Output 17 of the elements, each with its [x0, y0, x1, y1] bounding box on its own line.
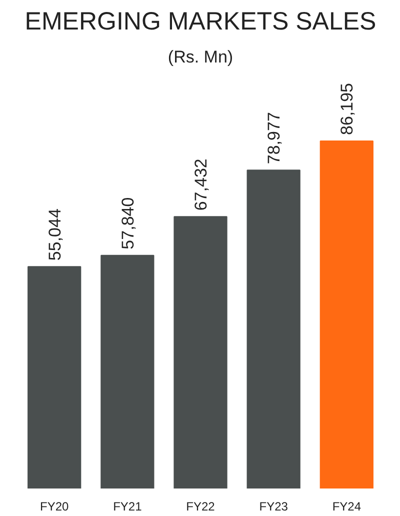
data-label: 55,044: [45, 208, 64, 261]
x-tick-label: FY24: [332, 500, 362, 514]
data-label: 57,840: [118, 197, 138, 250]
bar: [246, 170, 300, 488]
chart-subtitle: (Rs. Mn): [168, 48, 234, 66]
data-label: 86,195: [338, 83, 357, 135]
x-tick-label: FY23: [259, 500, 288, 514]
chart-title: EMERGING MARKETS SALES: [24, 8, 376, 36]
data-label: 78,977: [264, 112, 284, 164]
x-tick-label: FY20: [40, 500, 70, 514]
bar: [28, 266, 82, 488]
x-tick-label: FY22: [186, 500, 216, 514]
data-label: 67,432: [192, 158, 210, 211]
bar: [174, 216, 228, 488]
bar: [320, 140, 374, 488]
bar: [100, 254, 154, 488]
x-tick-label: FY21: [113, 500, 142, 514]
